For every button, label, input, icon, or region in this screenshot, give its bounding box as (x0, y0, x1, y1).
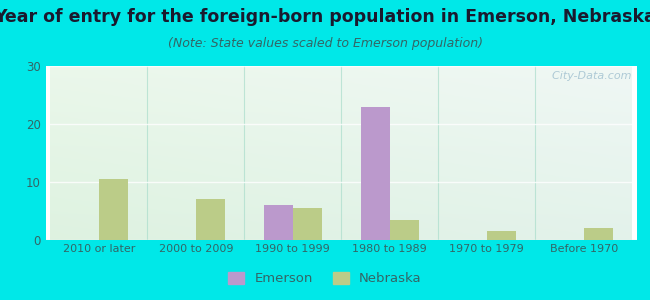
Legend: Emerson, Nebraska: Emerson, Nebraska (223, 266, 427, 290)
Text: City-Data.com: City-Data.com (545, 71, 631, 81)
Bar (390, 220, 419, 240)
Bar (584, 228, 613, 240)
Bar (361, 106, 390, 240)
Bar (99, 179, 128, 240)
Text: Year of entry for the foreign-born population in Emerson, Nebraska: Year of entry for the foreign-born popul… (0, 8, 650, 26)
Text: (Note: State values scaled to Emerson population): (Note: State values scaled to Emerson po… (168, 38, 482, 50)
Bar (292, 208, 322, 240)
Bar (264, 205, 292, 240)
Bar (196, 200, 225, 240)
Bar (487, 231, 516, 240)
